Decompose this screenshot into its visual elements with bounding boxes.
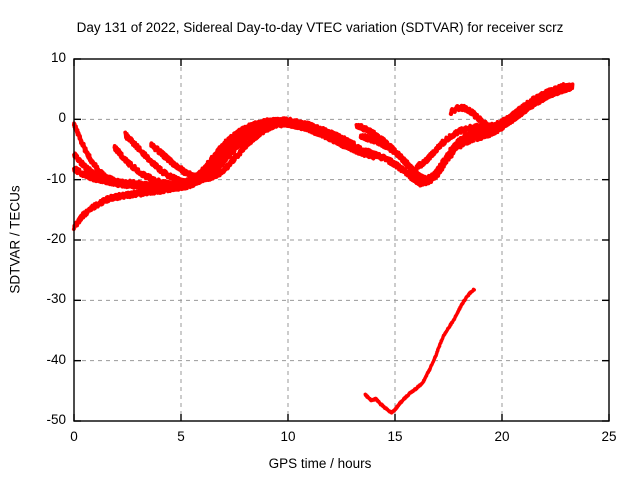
page-title: Day 131 of 2022, Sidereal Day-to-day VTE…	[76, 20, 564, 35]
y-tick-label: -40	[46, 351, 66, 367]
grid-lines	[74, 59, 609, 421]
x-tick-label: 0	[70, 429, 78, 444]
y-tick-label: -20	[46, 231, 66, 246]
x-tick-label: 5	[177, 429, 185, 444]
data-series-group	[71, 82, 575, 415]
y-tick-label: -50	[46, 412, 66, 427]
x-tick-label: 25	[601, 429, 617, 444]
y-tick-label: 0	[58, 110, 66, 126]
y-tick-label: 10	[50, 50, 66, 65]
x-tick-label: 15	[387, 429, 403, 444]
x-tick-label: 20	[494, 429, 510, 444]
y-tick-label: -10	[46, 170, 66, 186]
x-tick-label: 10	[280, 429, 296, 444]
axis-ticks	[73, 58, 610, 422]
x-axis-label: GPS time / hours	[268, 456, 372, 471]
y-tick-label: -30	[46, 291, 66, 307]
